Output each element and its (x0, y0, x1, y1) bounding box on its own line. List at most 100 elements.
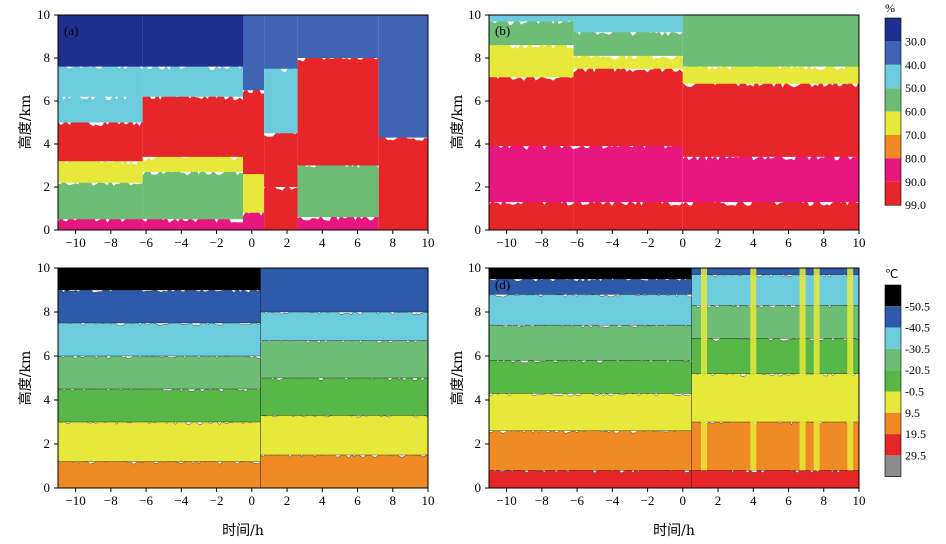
x-tick-label: −6 (570, 235, 584, 250)
panel-d: (d) −10 −8 −6 −4 −2 0 2 4 6 8 10 0 2 4 6 8 10 高度/km 时间/h (449, 260, 866, 539)
x-tick-label: 10 (422, 493, 435, 508)
x-tick-label: −8 (104, 493, 118, 508)
heatmap-band (691, 335, 859, 374)
heatmap-band (682, 63, 859, 84)
heatmap-band (691, 302, 859, 339)
x-tick-label: 6 (785, 235, 792, 250)
heatmap-band (573, 65, 683, 147)
heatmap-band (58, 287, 261, 324)
heatmap-band (489, 15, 574, 22)
heatmap-band (142, 15, 243, 67)
colorbar-label: -40.5 (905, 321, 930, 335)
heatmap-band (489, 73, 574, 147)
heatmap-band (260, 309, 428, 341)
colorbar-label: 50.0 (905, 81, 926, 95)
x-tick-label: 6 (354, 235, 361, 250)
x-tick-label: 8 (390, 235, 397, 250)
panel-d-heatmap (489, 268, 859, 488)
heatmap-band (58, 93, 143, 123)
heatmap-band (297, 162, 379, 218)
y-tick-label: 0 (475, 480, 482, 495)
heatmap-band (243, 86, 265, 175)
heatmap-band (260, 337, 428, 379)
colorbar-swatch (885, 158, 901, 182)
colorbar-swatch (885, 181, 901, 206)
x-tick-label: −4 (605, 493, 619, 508)
heatmap-band (243, 171, 265, 213)
x-tick-label: −4 (605, 235, 619, 250)
colorbar-label: 29.5 (905, 448, 926, 462)
heatmap-band (58, 418, 261, 462)
heatmap-band (260, 375, 428, 416)
heatmap-band (489, 357, 692, 394)
colorbar-swatch (885, 64, 901, 89)
colorbar-label: -0.5 (905, 385, 924, 399)
heatmap-band (260, 452, 428, 488)
panel-a-axes: −10 −8 −6 −4 −2 0 2 4 6 8 10 0 2 4 6 8 10 (37, 7, 435, 250)
heatmap-band (58, 15, 143, 67)
x-tick-label: 0 (249, 235, 256, 250)
y-tick-label: 8 (44, 304, 51, 319)
heatmap-band (573, 15, 683, 33)
colorbar-label: 30.0 (905, 34, 926, 48)
panel-b-label: (b) (495, 23, 510, 38)
colorbar-label: 99.0 (905, 198, 926, 212)
warm-spike (701, 268, 707, 471)
y-tick-label: 6 (44, 348, 51, 363)
x-tick-label: −4 (174, 235, 188, 250)
heatmap-band (573, 198, 683, 230)
heatmap-band (58, 62, 143, 97)
x-tick-label: 2 (715, 493, 722, 508)
x-tick-label: 8 (821, 235, 828, 250)
panel-d-axes: −10 −8 −6 −4 −2 0 2 4 6 8 10 0 2 4 6 8 10 (468, 260, 866, 508)
x-tick-label: 10 (853, 493, 866, 508)
y-tick-label: 6 (475, 93, 482, 108)
colorbar-swatch (885, 327, 901, 349)
x-tick-label: −2 (210, 235, 224, 250)
y-tick-label: 4 (44, 136, 51, 151)
colorbar-swatch (885, 306, 901, 328)
panel-d-frame (488, 267, 860, 489)
heatmap-band (243, 15, 265, 91)
heatmap-band (573, 142, 683, 203)
panel-b-axes: −10 −8 −6 −4 −2 0 2 4 6 8 10 0 2 4 6 8 10 (468, 7, 866, 250)
y-tick-label: 2 (475, 179, 482, 194)
colorbar-swatch (885, 285, 901, 307)
colorbar-label: -30.5 (905, 342, 930, 356)
colorbar-swatch (885, 370, 901, 392)
x-tick-label: 8 (390, 493, 397, 508)
y-tick-label: 6 (44, 93, 51, 108)
x-tick-label: −8 (535, 235, 549, 250)
heatmap-band (691, 419, 859, 471)
x-tick-label: 4 (750, 235, 757, 250)
panel-b-ylabel: 高度/km (449, 95, 466, 149)
heatmap-band (243, 209, 265, 230)
warm-spike (813, 268, 820, 471)
x-tick-label: 10 (422, 235, 435, 250)
panel-b: (b) −10 −8 −6 −4 −2 0 2 4 6 8 10 0 2 4 6 8 10 高度/km (449, 7, 866, 250)
y-tick-label: 0 (44, 222, 51, 237)
colorbar-swatch (885, 434, 901, 456)
panel-c-heatmap (58, 268, 428, 488)
heatmap-band (58, 157, 143, 183)
heatmap-band (142, 63, 243, 97)
heatmap-band (264, 183, 298, 230)
heatmap-band (142, 215, 243, 230)
x-tick-label: 4 (319, 235, 326, 250)
x-tick-label: −6 (570, 493, 584, 508)
humidity-colorbar-unit: % (885, 1, 895, 15)
colorbar-label: 40.0 (905, 58, 926, 72)
heatmap-band (573, 52, 683, 69)
colorbar-label: -50.5 (905, 299, 930, 313)
colorbar-label: 19.5 (905, 427, 926, 441)
colorbar-swatch (885, 391, 901, 413)
warm-spike (799, 268, 806, 471)
panel-d-label: (d) (495, 277, 510, 292)
heatmap-band (489, 17, 574, 46)
y-tick-label: 4 (475, 392, 482, 407)
y-tick-label: 0 (475, 222, 482, 237)
panel-c-ylabel: 高度/km (17, 351, 34, 405)
panel-b-heatmap (489, 15, 859, 230)
heatmap-band (691, 268, 859, 275)
